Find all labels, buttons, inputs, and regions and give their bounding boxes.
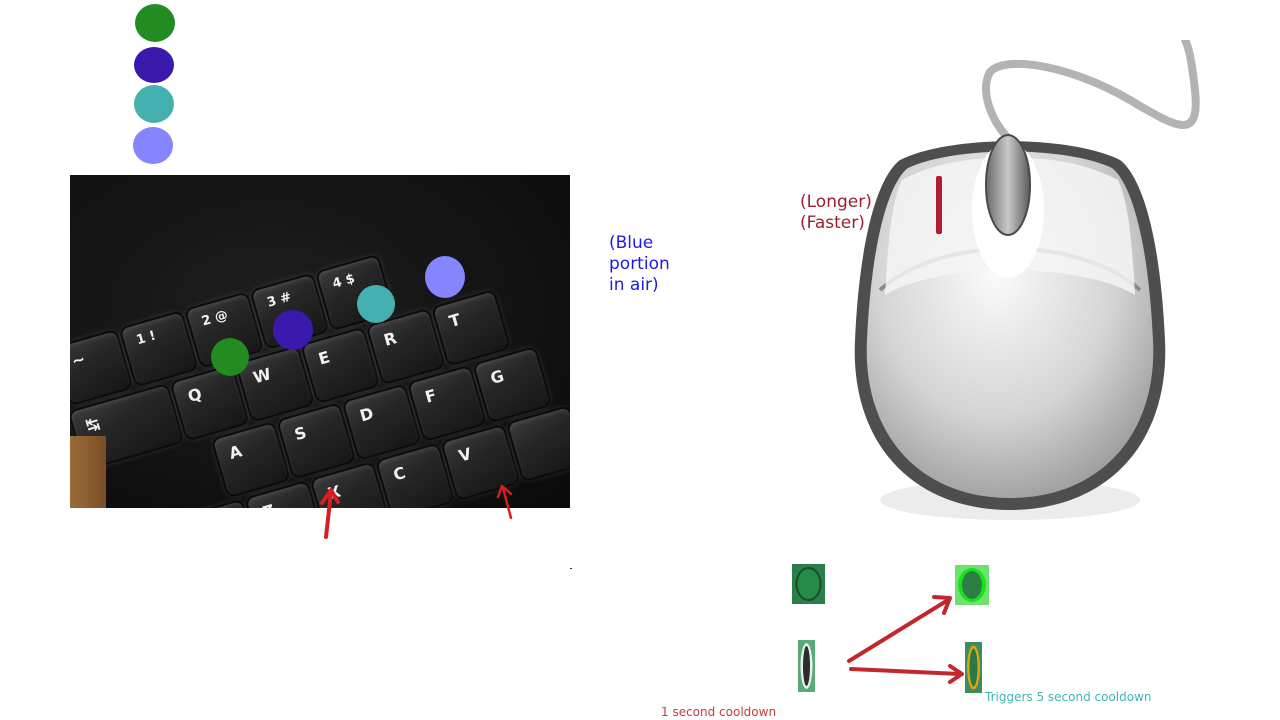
legend-swatch-green (135, 4, 175, 42)
legend-swatch-periwinkle (133, 127, 173, 164)
keyboard-keys: ~ 1 ! 2 @ 3 # 4 $ ↹ Q W E R T A S D F G … (70, 175, 570, 508)
key-label: Z (260, 501, 276, 508)
key-f: F (409, 366, 485, 440)
key-label: F (422, 385, 439, 407)
arrow-up-to-z (320, 488, 340, 539)
key-shift: ⇧ (144, 500, 257, 508)
marker-q (211, 338, 249, 376)
mouse-right-button (1020, 158, 1135, 295)
key-label: S (292, 422, 309, 445)
arrow-up-to-bottom-right (496, 484, 513, 520)
key-t: T (433, 291, 509, 365)
scroll-wheel-icon (985, 134, 1031, 236)
key-g: G (474, 348, 551, 422)
cooldown-arrows (847, 595, 964, 684)
computer-mouse-icon (854, 40, 1200, 520)
key-label: G (488, 366, 507, 388)
green-oval-icon (792, 564, 825, 604)
arrow-to-active (847, 595, 952, 663)
marker-w (273, 310, 313, 350)
arrow-to-gold (849, 664, 964, 684)
desk-wood (70, 436, 106, 508)
key-1: 1 ! (120, 312, 197, 386)
key-label: ~ (70, 348, 88, 371)
mouse-cable (982, 40, 1200, 144)
marker-r (425, 256, 465, 298)
marker-e (357, 285, 395, 323)
narrow-gold-oval-icon (965, 642, 982, 693)
key-label: ↹ (83, 413, 102, 436)
key-d: D (343, 385, 420, 459)
key-e: E (302, 328, 379, 402)
bright-green-oval-icon (955, 565, 989, 605)
stray-dot (570, 568, 572, 569)
blue-portion-note: (Blue portion in air) (609, 233, 670, 295)
key-label: 1 ! (134, 328, 158, 349)
keyboard-arrows (320, 484, 513, 539)
mouse-left-button (885, 158, 1000, 295)
legend-swatch-teal (134, 85, 174, 123)
red-indicator-mark (936, 176, 942, 234)
short-cooldown-caption: 1 second cooldown (661, 705, 777, 719)
key-label: Q (185, 384, 204, 407)
long-cooldown-caption: Triggers 5 second cooldown (985, 690, 1152, 704)
key-label: 4 $ (330, 271, 357, 292)
key-label: 3 # (265, 289, 294, 311)
key-s: S (278, 404, 355, 478)
key-label: R (381, 328, 399, 350)
key-label: V (456, 444, 474, 466)
key-label: W (250, 364, 274, 388)
key-a: A (213, 423, 289, 497)
legend-swatch-indigo (134, 47, 174, 83)
key-label: 2 @ (200, 307, 230, 330)
key-tilde: ~ (70, 331, 132, 404)
key-label: T (447, 309, 463, 332)
keyboard-image: ~ 1 ! 2 @ 3 # 4 $ ↹ Q W E R T A S D F G … (70, 175, 570, 508)
longer-faster-note: (Longer) (Faster) (800, 192, 872, 233)
key-label: D (357, 403, 376, 426)
key-q: Q (171, 366, 248, 440)
key-label: E (316, 347, 333, 369)
narrow-oval-icon (798, 640, 815, 692)
key-label: A (226, 441, 244, 463)
